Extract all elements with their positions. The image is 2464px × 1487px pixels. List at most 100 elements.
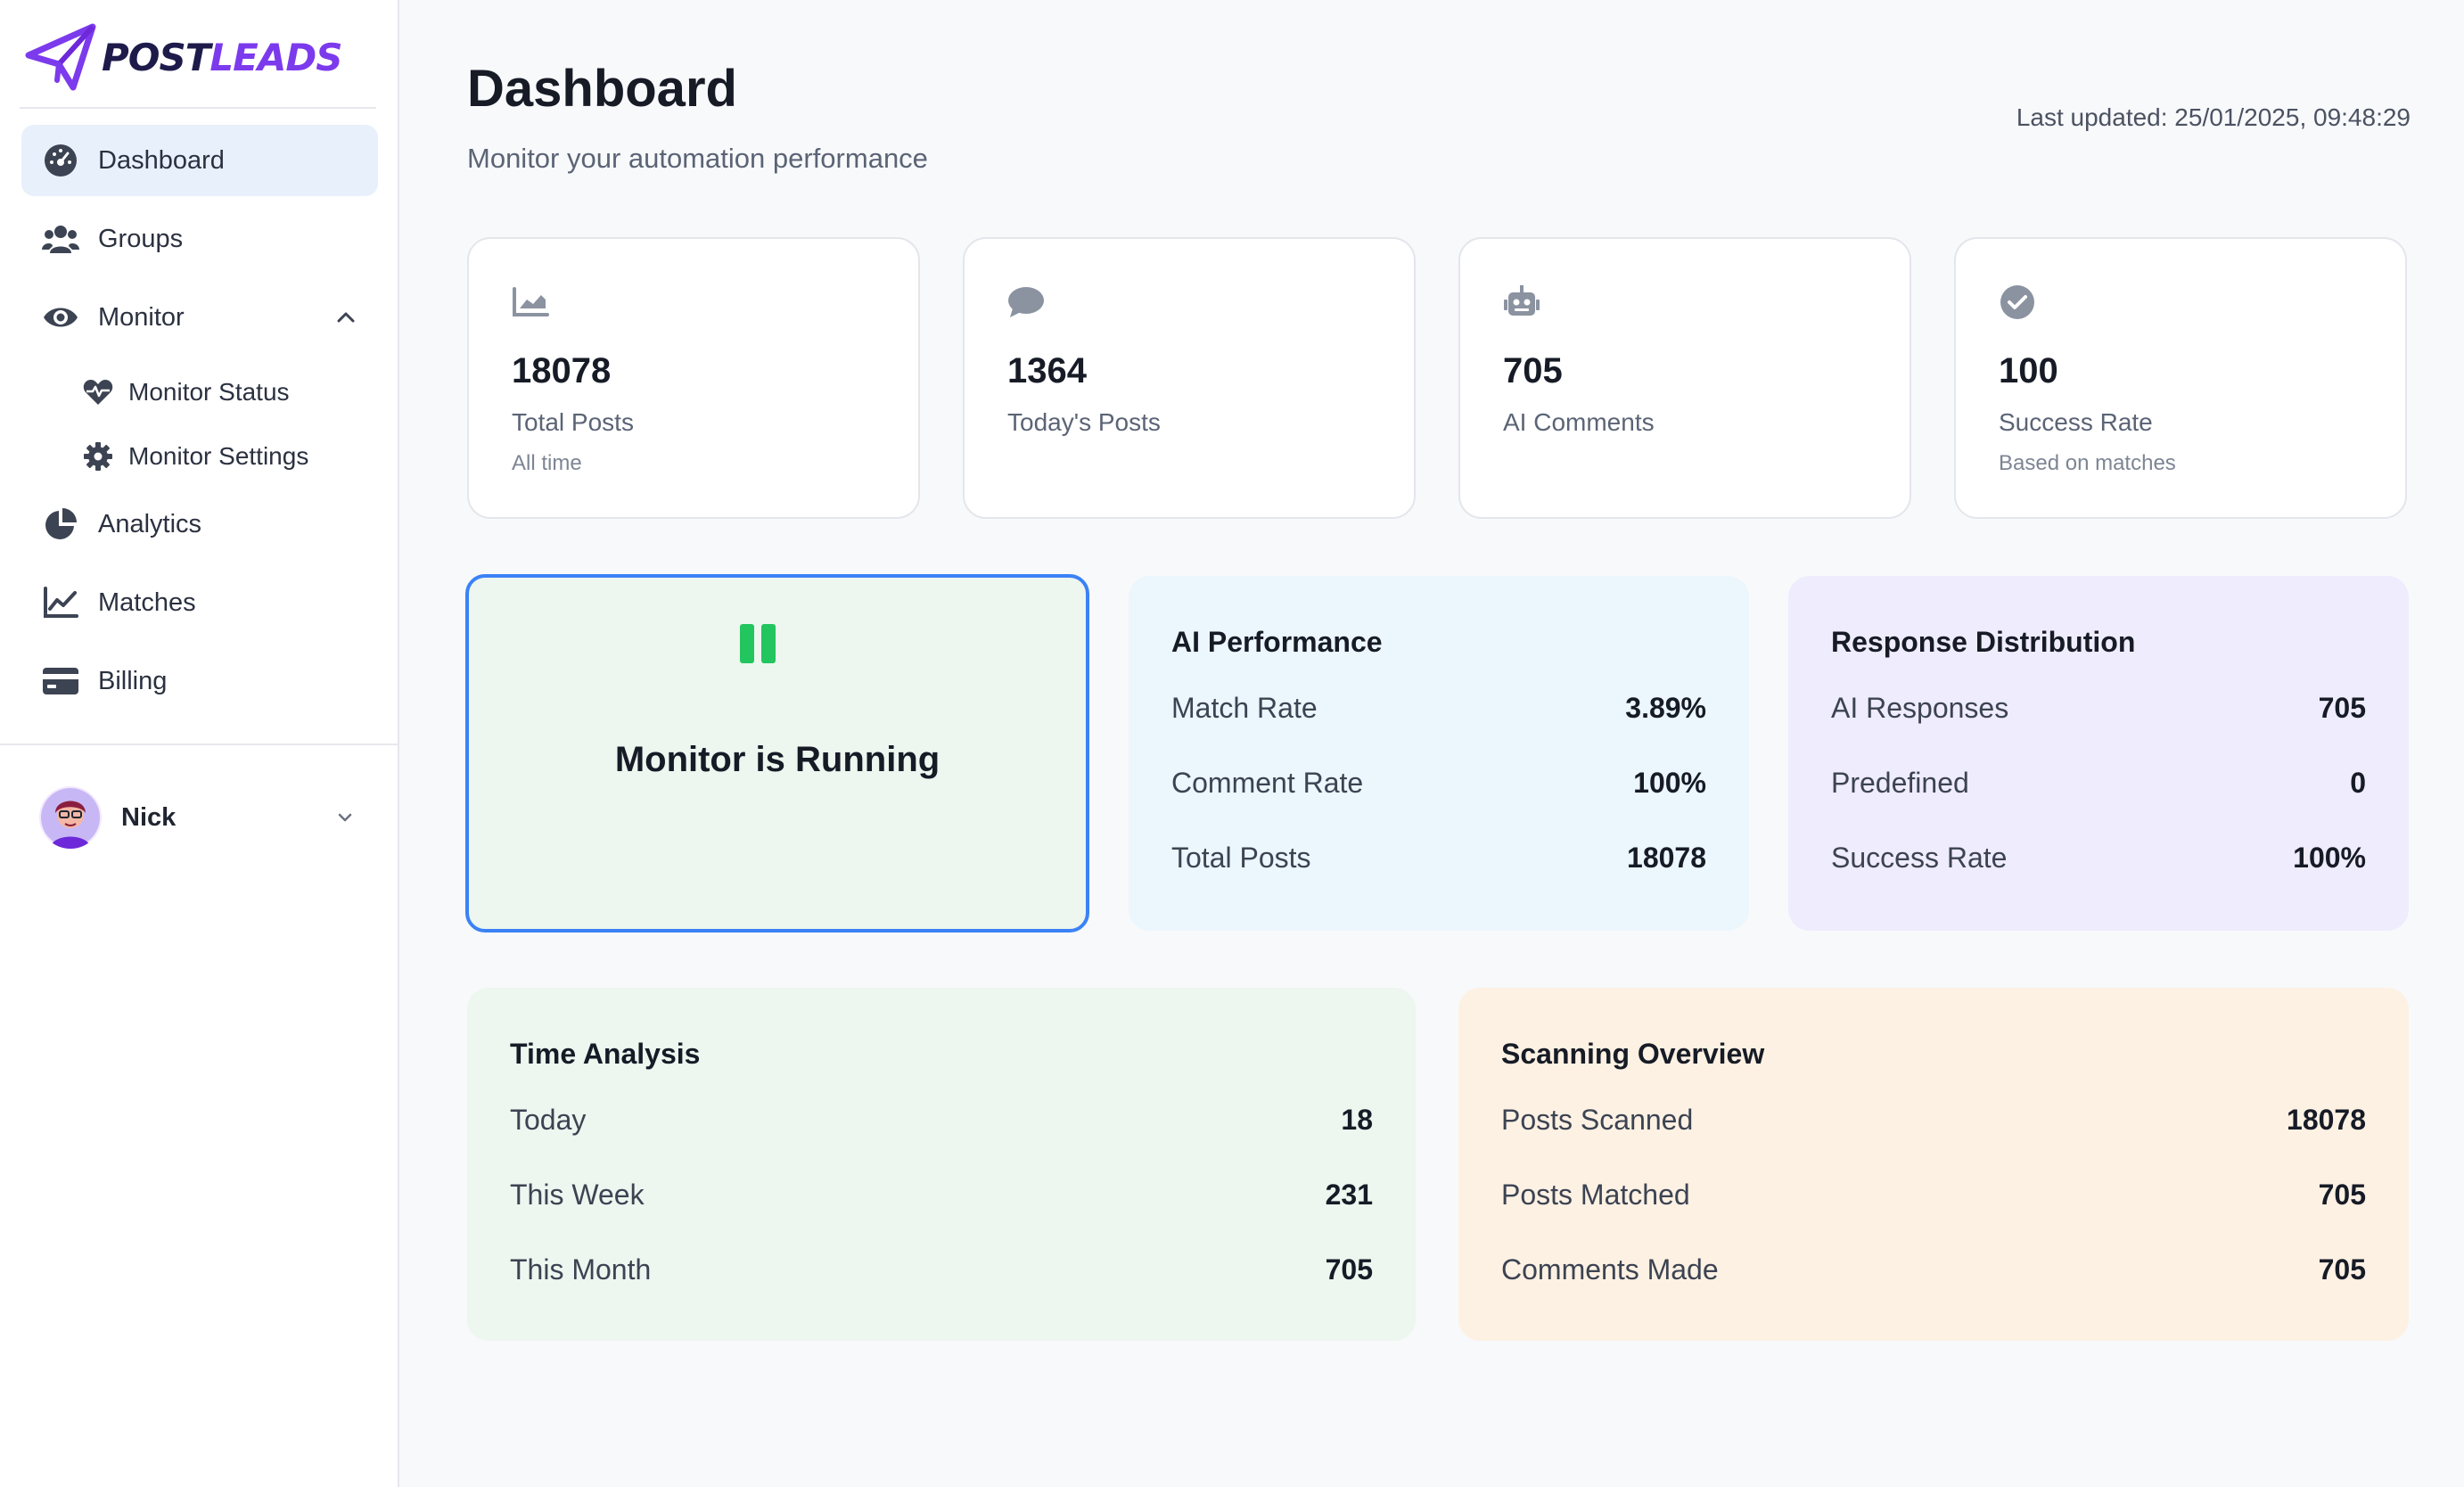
response-distribution-panel: Response Distribution AI Responses 705 Pr… <box>1788 576 2409 931</box>
sidebar-subitem-monitor-status[interactable]: Monitor Status <box>21 360 378 424</box>
sidebar-item-monitor[interactable]: Monitor <box>21 282 378 353</box>
sidebar: POSTLEADS Dashboard Groups Monitor <box>0 0 399 1487</box>
metric-label: Comments Made <box>1501 1253 1719 1286</box>
metric-value: 705 <box>2318 1178 2366 1211</box>
stat-card-todays-posts: 1364 Today's Posts <box>963 237 1416 519</box>
stat-note: All time <box>512 451 582 475</box>
sidebar-subitem-monitor-settings[interactable]: Monitor Settings <box>21 424 378 489</box>
monitor-status-card[interactable]: Monitor is Running <box>465 574 1089 932</box>
sidebar-subitem-label: Monitor Status <box>128 378 290 406</box>
metric-label: AI Responses <box>1831 691 2009 724</box>
metric-row: This Month 705 <box>510 1252 1373 1287</box>
metric-value: 18 <box>1341 1103 1373 1136</box>
stat-card-success-rate: 100 Success Rate Based on matches <box>1954 237 2407 519</box>
scanning-overview-panel: Scanning Overview Posts Scanned 18078 Pos… <box>1458 988 2409 1341</box>
metric-row: Today 18 <box>510 1102 1373 1138</box>
metric-value: 705 <box>2318 1253 2366 1286</box>
metric-row: Comment Rate 100% <box>1171 765 1706 801</box>
metric-row: Posts Scanned 18078 <box>1501 1102 2366 1138</box>
metric-row: Comments Made 705 <box>1501 1252 2366 1287</box>
panel-title: Scanning Overview <box>1501 1038 1765 1070</box>
stat-note: Based on matches <box>1999 451 2176 475</box>
chevron-up-icon[interactable] <box>333 305 358 330</box>
stat-label: Total Posts <box>512 408 634 436</box>
sidebar-item-dashboard[interactable]: Dashboard <box>21 125 378 196</box>
metric-label: Comment Rate <box>1171 766 1364 799</box>
logo-text-leads: LEADS <box>209 35 342 79</box>
metric-label: Predefined <box>1831 766 1969 799</box>
metric-value: 705 <box>1325 1253 1373 1286</box>
main-content: Dashboard Monitor your automation perfor… <box>399 0 2464 1487</box>
stat-value: 100 <box>1999 351 2058 390</box>
last-updated: Last updated: 25/01/2025, 09:48:29 <box>2016 103 2411 131</box>
eye-icon <box>41 298 80 337</box>
sidebar-item-label: Groups <box>98 224 184 253</box>
check-circle-icon <box>1999 283 2036 321</box>
sidebar-item-label: Dashboard <box>98 145 225 175</box>
line-chart-icon <box>41 583 80 622</box>
metric-row: This Week 231 <box>510 1177 1373 1212</box>
sidebar-item-billing[interactable]: Billing <box>21 645 378 717</box>
users-icon <box>41 219 80 259</box>
logo-text-post: POST <box>102 35 210 79</box>
stat-card-ai-comments: 705 AI Comments <box>1458 237 1911 519</box>
stat-value: 1364 <box>1007 351 1087 390</box>
metric-value: 705 <box>2318 691 2366 724</box>
page-subtitle: Monitor your automation performance <box>467 143 928 174</box>
metric-row: Match Rate 3.89% <box>1171 690 1706 726</box>
sidebar-subitem-label: Monitor Settings <box>128 442 309 470</box>
metric-label: Success Rate <box>1831 841 2008 874</box>
main-nav: Dashboard Groups Monitor Monitor Status <box>21 125 378 724</box>
metric-row: AI Responses 705 <box>1831 690 2366 726</box>
user-menu[interactable]: Nick <box>39 785 360 850</box>
ai-performance-panel: AI Performance Match Rate 3.89% Comment R… <box>1129 576 1749 931</box>
panel-title: Response Distribution <box>1831 626 2136 658</box>
pie-chart-icon <box>41 505 80 544</box>
metric-row: Success Rate 100% <box>1831 840 2366 875</box>
metric-value: 0 <box>2350 766 2366 799</box>
metric-value: 231 <box>1325 1178 1373 1211</box>
sidebar-item-matches[interactable]: Matches <box>21 567 378 638</box>
metric-label: Posts Scanned <box>1501 1103 1694 1136</box>
panel-title: AI Performance <box>1171 626 1383 658</box>
metric-row: Posts Matched 705 <box>1501 1177 2366 1212</box>
stat-value: 18078 <box>512 351 612 390</box>
stat-value: 705 <box>1503 351 1563 390</box>
gauge-icon <box>41 141 80 180</box>
credit-card-icon <box>41 661 80 701</box>
divider <box>20 107 376 109</box>
metric-label: This Week <box>510 1178 645 1211</box>
avatar <box>39 786 102 849</box>
sidebar-item-label: Matches <box>98 587 196 617</box>
robot-icon <box>1503 283 1540 321</box>
panel-title: Time Analysis <box>510 1038 701 1070</box>
sidebar-item-analytics[interactable]: Analytics <box>21 489 378 560</box>
metric-label: This Month <box>510 1253 652 1286</box>
gear-icon <box>82 440 114 472</box>
divider <box>0 744 398 745</box>
time-analysis-panel: Time Analysis Today 18 This Week 231 This … <box>467 988 1416 1341</box>
pause-icon[interactable] <box>736 622 779 665</box>
trend-chart-icon <box>512 283 549 321</box>
metric-value: 3.89% <box>1625 691 1706 724</box>
stat-label: Success Rate <box>1999 408 2153 436</box>
metric-label: Total Posts <box>1171 841 1311 874</box>
monitor-status-text: Monitor is Running <box>614 740 940 779</box>
stat-label: Today's Posts <box>1007 408 1161 436</box>
logo-text: POSTLEADS <box>102 35 342 79</box>
sidebar-item-label: Monitor <box>98 302 185 332</box>
metric-value: 100% <box>2293 841 2366 874</box>
metric-value: 18078 <box>2287 1103 2366 1136</box>
metric-label: Posts Matched <box>1501 1178 1690 1211</box>
sidebar-item-groups[interactable]: Groups <box>21 203 378 275</box>
stat-card-total-posts: 18078 Total Posts All time <box>467 237 920 519</box>
metric-label: Match Rate <box>1171 691 1318 724</box>
stat-label: AI Comments <box>1503 408 1655 436</box>
metric-value: 18078 <box>1627 841 1706 874</box>
heartbeat-icon <box>82 376 114 408</box>
sidebar-item-label: Analytics <box>98 509 202 538</box>
metric-value: 100% <box>1633 766 1706 799</box>
metric-row: Predefined 0 <box>1831 765 2366 801</box>
chevron-down-icon[interactable] <box>333 806 357 829</box>
logo[interactable]: POSTLEADS <box>23 21 342 93</box>
